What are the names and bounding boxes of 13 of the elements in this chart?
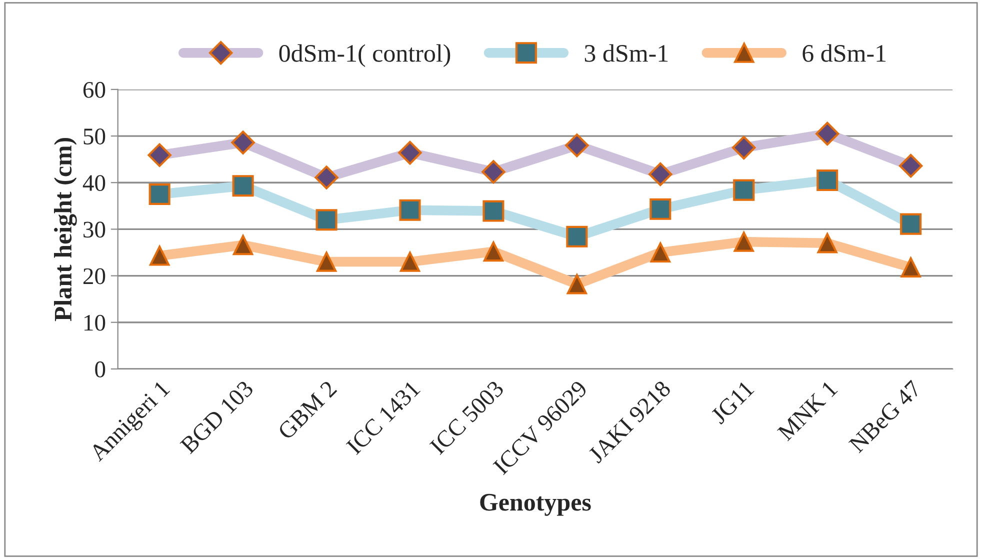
legend-label: 3 dSm-1 [584, 44, 668, 62]
x-tick-label: ICC 1431 [346, 380, 421, 456]
x-axis-title: Genotypes [480, 494, 591, 516]
y-tick-label: 10 [84, 314, 106, 331]
y-tick-label: 60 [83, 82, 106, 98]
legend-label: 6 dSm-1 [802, 44, 886, 62]
y-tick-label: 30 [84, 222, 106, 238]
y-tick-label: 0 [95, 361, 106, 378]
y-tick-label: 40 [82, 175, 106, 192]
y-tick-label: 50 [84, 128, 106, 144]
y-tick-label: 20 [83, 268, 106, 284]
y-axis-title: Plant height (cm) [54, 138, 77, 322]
legend-label: 0dSm-1( control) [279, 44, 450, 67]
